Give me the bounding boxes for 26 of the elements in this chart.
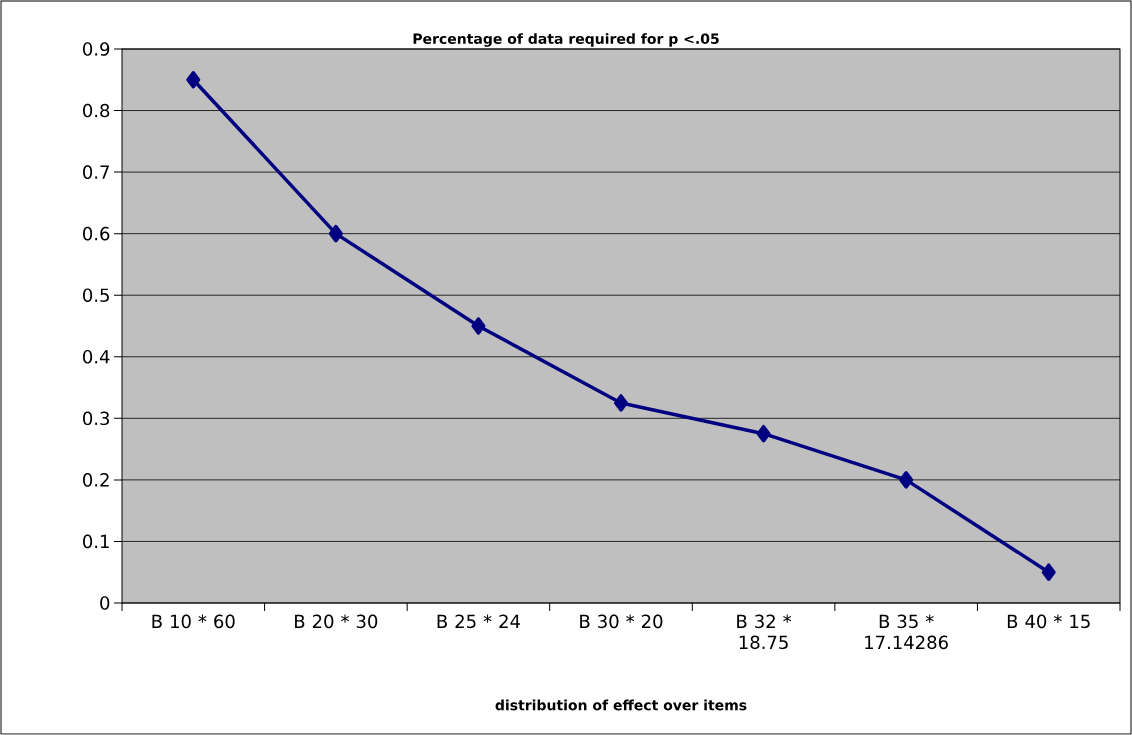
y-tick-label: 0.5 (83, 288, 109, 303)
x-tick-label: B 25 * 24 (437, 614, 520, 629)
x-axis-title: distribution of effect over items (495, 699, 747, 711)
chart-title: Percentage of data required for p <.05 (413, 33, 719, 47)
point (186, 71, 201, 89)
y-tick-label: 0.6 (83, 226, 110, 241)
point (471, 317, 486, 335)
point (328, 224, 343, 243)
x-tick-label: B 32 * 18.75 (737, 614, 792, 650)
y-tick-label: 0.9 (83, 42, 110, 56)
y-tick-label: 0.4 (83, 349, 110, 364)
y-tick-label: 0.3 (83, 411, 110, 426)
point (614, 394, 628, 412)
y-tick-label: 0.1 (83, 534, 109, 549)
x-tick-label: B 20 * 30 (295, 614, 378, 629)
x-tick-label: B 40 * 15 (1007, 614, 1090, 629)
y-tick-label: 0.8 (83, 103, 110, 118)
y-tick-label: 0.2 (83, 473, 109, 487)
y-tick-label: 0 (100, 596, 110, 610)
x-tick-label: B 30 * 20 (580, 614, 663, 629)
point (756, 424, 771, 443)
x-tick-label: B 10 * 60 (152, 614, 235, 629)
point (1041, 563, 1056, 581)
point (899, 471, 914, 489)
x-tick-label: B 35 * 17.14286 (865, 614, 948, 650)
y-tick-label: 0.7 (83, 165, 109, 179)
